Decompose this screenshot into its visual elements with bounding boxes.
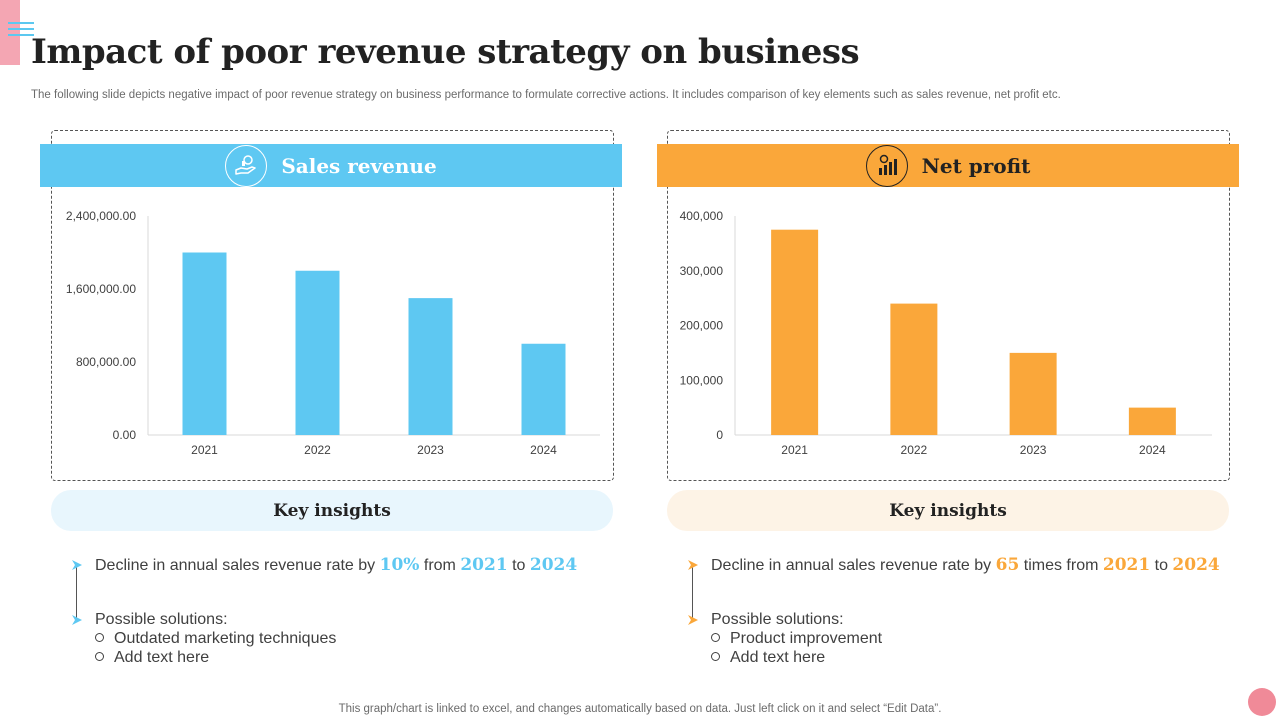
- x-tick-label: 2024: [1139, 443, 1166, 457]
- bullet-arrow-icon: [72, 560, 82, 570]
- menu-icon[interactable]: [8, 22, 34, 38]
- footer-note: This graph/chart is linked to excel, and…: [338, 703, 942, 715]
- y-tick-label: 1,600,000.00: [66, 282, 136, 296]
- y-tick-label: 0.00: [113, 428, 137, 442]
- sales-revenue-header: Sales revenue: [40, 144, 622, 187]
- x-tick-label: 2024: [530, 443, 557, 457]
- bar-2023[interactable]: [1009, 352, 1057, 435]
- insight-value-end-year: 2024: [529, 555, 578, 575]
- net-profit-heading: Net profit: [921, 153, 1031, 178]
- sales-solution-item: Outdated marketing techniques: [95, 630, 336, 648]
- y-tick-label: 2,400,000.00: [66, 209, 136, 223]
- sales-solution-text: Outdated marketing techniques: [114, 630, 337, 647]
- bar-2023[interactable]: [408, 298, 453, 435]
- bar-2024[interactable]: [521, 343, 566, 435]
- y-tick-label: 300,000: [680, 264, 724, 278]
- bar-2021[interactable]: [182, 252, 227, 436]
- x-tick-label: 2023: [1020, 443, 1047, 457]
- insight-mid1: from: [419, 557, 461, 574]
- sales-solutions-label: Possible solutions:: [95, 611, 228, 628]
- bar-2021[interactable]: [771, 229, 819, 435]
- profit-chart-frame: [667, 130, 1230, 481]
- insight-pre: Decline in annual sales revenue rate by: [711, 557, 996, 574]
- insight-value-rate: 10%: [379, 555, 420, 575]
- profit-solution-text: Add text here: [730, 649, 826, 666]
- sales-revenue-chart[interactable]: 0.00 800,000.00 1,600,000.00 2,400,000.00 20…: [40, 195, 620, 465]
- x-tick-label: 2021: [191, 443, 218, 457]
- profit-insight-text: Decline in annual sales revenue rate by …: [711, 555, 1220, 575]
- y-tick-label: 100,000: [680, 373, 724, 387]
- profit-insight-list: Decline in annual sales revenue rate by …: [687, 552, 1247, 682]
- bullet-arrow-icon: [72, 615, 82, 625]
- sales-revenue-heading: Sales revenue: [281, 153, 437, 178]
- insight-pre: Decline in annual sales revenue rate by: [95, 557, 380, 574]
- corner-accent: [0, 0, 20, 65]
- page-subtitle: The following slide depicts negative imp…: [31, 89, 1061, 101]
- net-profit-header: Net profit: [657, 144, 1239, 187]
- bullet-connector: [76, 566, 77, 620]
- profit-solution-text: Product improvement: [730, 630, 883, 647]
- sales-insight-text: Decline in annual sales revenue rate by …: [95, 555, 577, 575]
- bar-2024[interactable]: [1128, 407, 1176, 435]
- sales-key-insights-title: Key insights: [273, 500, 391, 521]
- profit-key-insights-title: Key insights: [889, 500, 1007, 521]
- x-tick-label: 2022: [304, 443, 331, 457]
- bar-2022[interactable]: [295, 270, 340, 435]
- sales-insight-list: Decline in annual sales revenue rate by …: [71, 552, 611, 682]
- sales-key-insights-pill: Key insights: [51, 490, 613, 531]
- bar-2022[interactable]: [890, 303, 938, 435]
- profit-key-insights-pill: Key insights: [667, 490, 1229, 531]
- insight-mid1: times from: [1019, 557, 1103, 574]
- sales-solution-text: Add text here: [114, 649, 210, 666]
- insight-value-times: 65: [995, 555, 1020, 575]
- sales-chart-frame: [51, 130, 614, 481]
- insight-value-start-year: 2021: [1102, 555, 1151, 575]
- x-tick-label: 2022: [901, 443, 928, 457]
- bullet-connector: [692, 566, 693, 620]
- x-tick-label: 2021: [781, 443, 808, 457]
- insight-value-end-year: 2024: [1172, 555, 1220, 575]
- y-tick-label: 0: [716, 428, 723, 442]
- insight-mid2: to: [507, 557, 530, 574]
- profit-solutions-label: Possible solutions:: [711, 611, 844, 628]
- insight-mid2: to: [1150, 557, 1173, 574]
- net-profit-chart[interactable]: 0 100,000 200,000 300,000 400,000 2021 2022 202…: [657, 195, 1237, 465]
- profit-solution-item: Add text here: [711, 649, 825, 667]
- sales-solution-item: Add text here: [95, 649, 209, 667]
- y-tick-label: 400,000: [680, 209, 724, 223]
- y-tick-label: 800,000.00: [76, 355, 136, 369]
- x-tick-label: 2023: [417, 443, 444, 457]
- bullet-arrow-icon: [688, 560, 698, 570]
- insight-value-start-year: 2021: [460, 555, 508, 575]
- y-tick-label: 200,000: [680, 319, 724, 333]
- page-title: Impact of poor revenue strategy on busin…: [31, 32, 860, 72]
- bar-chart-icon: [865, 144, 908, 187]
- profit-solution-item: Product improvement: [711, 630, 882, 648]
- money-hand-icon: [225, 144, 268, 187]
- page-indicator: [1248, 688, 1276, 716]
- bullet-arrow-icon: [688, 615, 698, 625]
